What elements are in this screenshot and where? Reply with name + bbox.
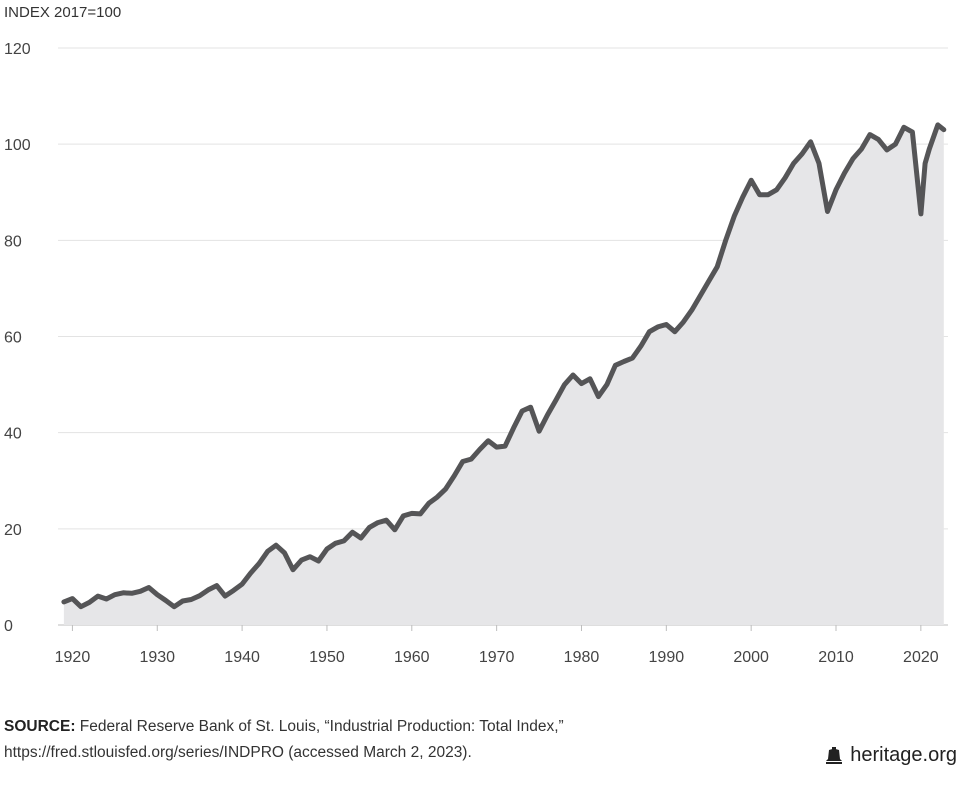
x-tick-label: 1990 <box>649 649 685 666</box>
y-tick-label: 0 <box>4 618 13 635</box>
y-tick-label: 20 <box>4 522 22 539</box>
y-tick-label: 40 <box>4 426 22 443</box>
industrial-production-chart: 0 20 40 60 80 100 120 1920 1930 1940 1950 1960 1970… <box>4 41 948 666</box>
x-tick-label: 1980 <box>564 649 600 666</box>
y-tick-label: 80 <box>4 233 22 250</box>
source-label: SOURCE: <box>4 718 76 735</box>
y-tick-label: 60 <box>4 330 22 347</box>
x-axis-ticks: 1920 1930 1940 1950 1960 1970 1980 1990 2000 2010… <box>55 625 939 666</box>
x-tick-label: 1970 <box>479 649 515 666</box>
x-tick-label: 1940 <box>224 649 260 666</box>
brand-text: heritage.org <box>850 744 957 766</box>
x-tick-label: 2000 <box>733 649 769 666</box>
brand[interactable]: heritage.org <box>826 744 957 767</box>
liberty-bell-icon <box>826 746 843 764</box>
x-tick-label: 1960 <box>394 649 430 666</box>
y-axis-ticks: 0 20 40 60 80 100 120 <box>4 41 31 635</box>
x-tick-label: 2020 <box>903 649 939 666</box>
source-line2: https://fred.stlouisfed.org/series/INDPR… <box>4 744 472 761</box>
x-tick-label: 1950 <box>309 649 345 666</box>
y-tick-label: 100 <box>4 137 31 154</box>
series-line <box>61 122 947 610</box>
series-area <box>63 124 944 626</box>
source-line1: Federal Reserve Bank of St. Louis, “Indu… <box>79 718 564 735</box>
y-tick-label: 120 <box>4 41 31 58</box>
unit-label: INDEX 2017=100 <box>4 4 122 21</box>
x-tick-label: 1930 <box>139 649 175 666</box>
x-tick-label: 2010 <box>818 649 854 666</box>
x-tick-label: 1920 <box>55 649 91 666</box>
source-note: SOURCE: Federal Reserve Bank of St. Loui… <box>4 714 564 766</box>
